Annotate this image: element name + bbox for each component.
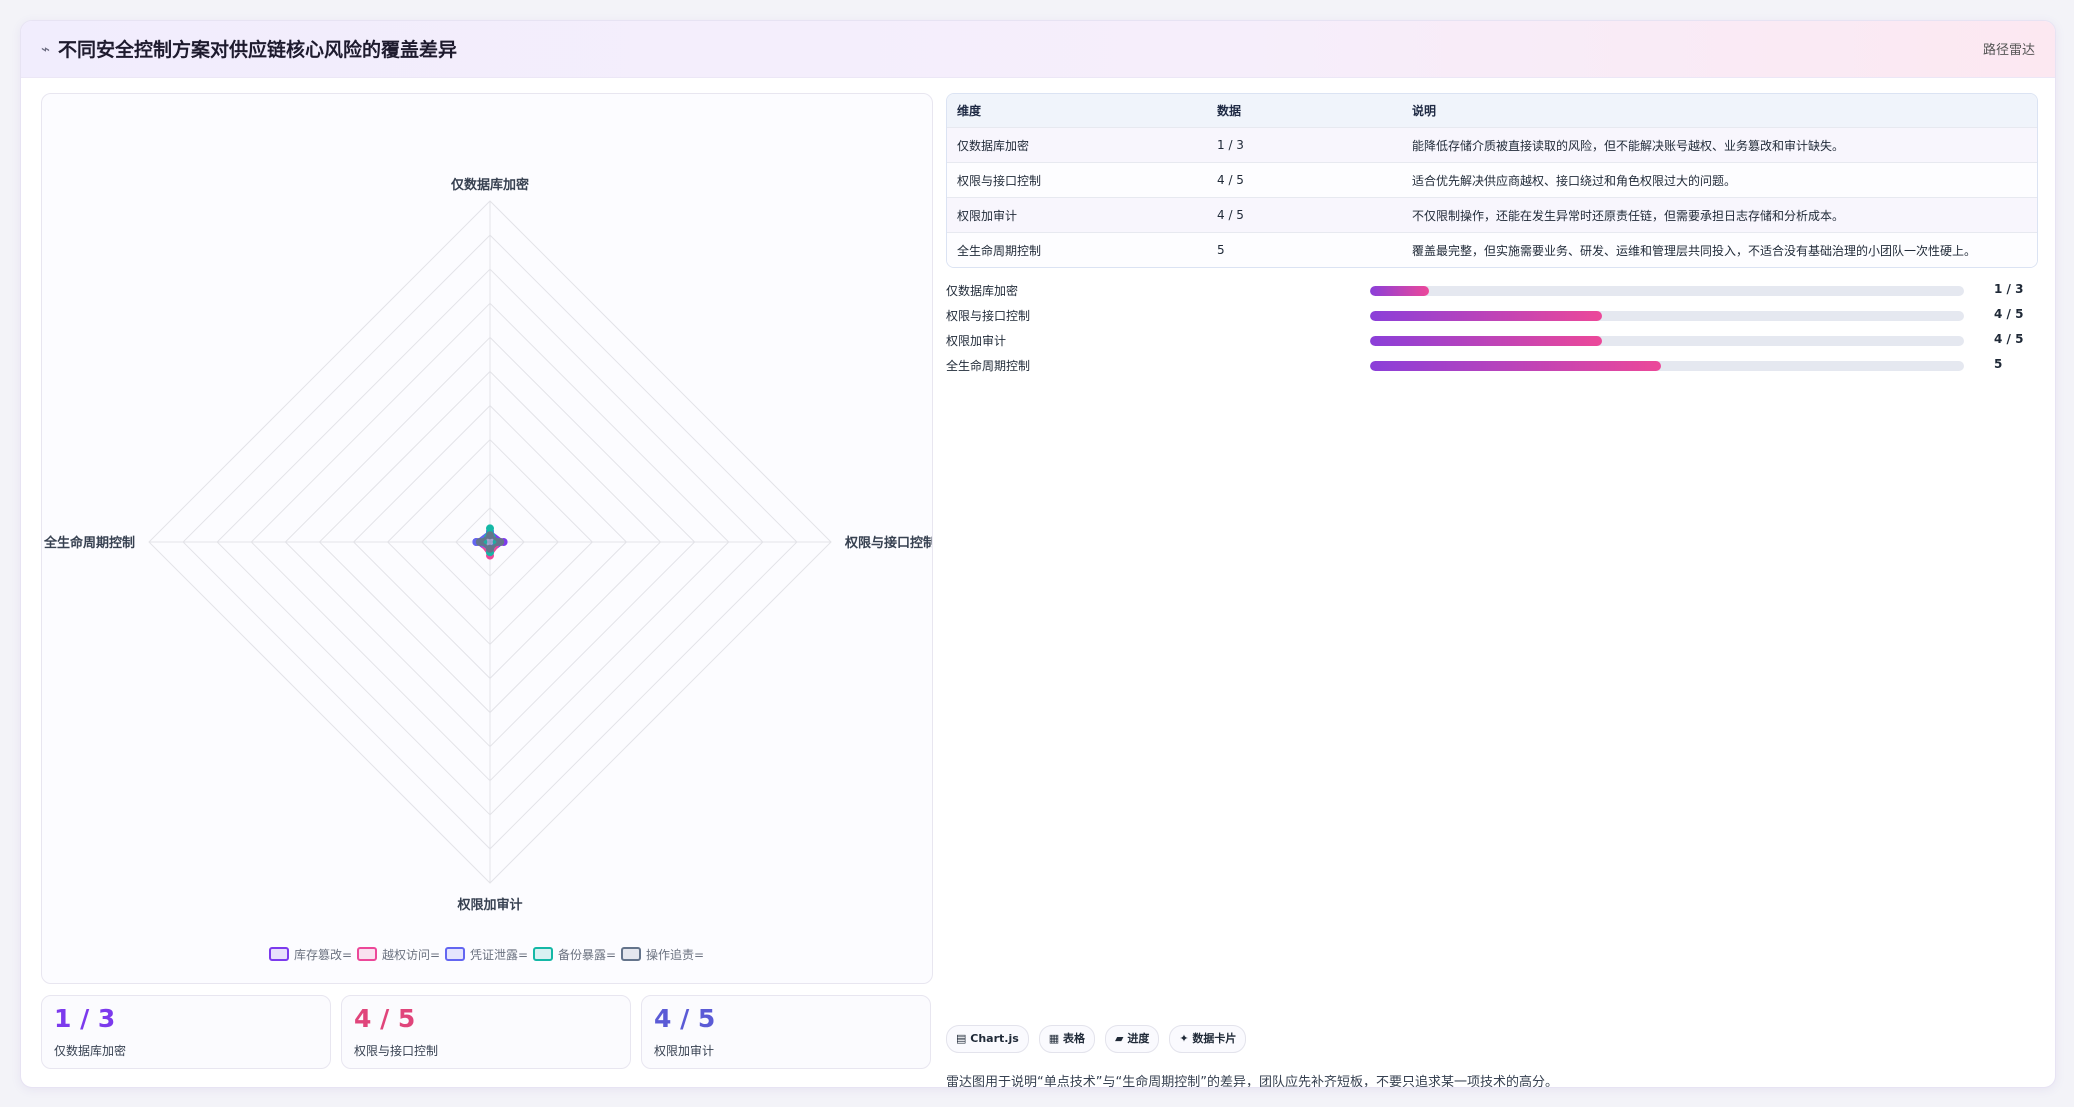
progress-label: 权限加审计 — [946, 334, 1007, 348]
progress-track — [1370, 361, 1964, 371]
kpi-value: 4 / 5 — [654, 1004, 716, 1033]
page-title-text: 不同安全控制方案对供应链核心风险的覆盖差异 — [58, 39, 458, 61]
radar-data-point — [486, 544, 494, 553]
table-cell: 5 — [1207, 232, 1402, 267]
legend-swatch — [357, 947, 377, 961]
table-cell: 权限加审计 — [947, 197, 1207, 233]
chip-progress[interactable]: ▰ 进度 — [1105, 1025, 1160, 1053]
progress-track — [1370, 336, 1964, 346]
table-cell: 仅数据库加密 — [947, 127, 1207, 163]
header-tag: 路径雷达 — [1982, 43, 2035, 58]
progress-track — [1370, 311, 1964, 321]
table-header: 数据 — [1207, 94, 1402, 128]
kpi-card: 4 / 5 权限与接口控制 — [341, 995, 631, 1069]
table-row: 全生命周期控制 5 覆盖最完整，但实施需要业务、研发、运维和管理层共同投入，不适… — [947, 232, 2037, 267]
legend-swatch — [533, 947, 553, 961]
table-cell: 适合优先解决供应商越权、接口绕过和角色权限过大的问题。 — [1402, 162, 2037, 198]
data-table: 维度 数据 说明 仅数据库加密 1 / 3 能降低存储介质被直接读取的风险，但不… — [946, 93, 2038, 268]
legend-swatch — [445, 947, 465, 961]
legend-label: 备份暴露= — [558, 948, 616, 962]
table-cell: 1 / 3 — [1207, 127, 1402, 163]
radar-data-point — [496, 538, 505, 546]
chart-icon: ▤ — [956, 1032, 967, 1045]
kpi-label: 权限加审计 — [654, 1044, 715, 1058]
progress-value: 5 — [1994, 357, 2003, 371]
report-card: ⌁ 不同安全控制方案对供应链核心风险的覆盖差异 路径雷达 仅数据库加密 权限与接口… — [20, 20, 2056, 1088]
radar-axis-label: 全生命周期控制 — [43, 535, 135, 551]
radar-axis-label: 仅数据库加密 — [450, 177, 529, 193]
progress-value: 4 / 5 — [1994, 332, 2024, 346]
progress-label: 仅数据库加密 — [946, 284, 1019, 298]
legend-label: 库存篡改= — [294, 947, 352, 962]
header-bar: ⌁ 不同安全控制方案对供应链核心风险的覆盖差异 路径雷达 — [21, 21, 2055, 78]
radar-axis-label: 权限与接口控制 — [844, 535, 932, 551]
table-row: 权限加审计 4 / 5 不仅限制操作，还能在发生异常时还原责任链，但需要承担日志… — [947, 197, 2037, 233]
table-cell: 能降低存储介质被直接读取的风险，但不能解决账号越权、业务篡改和审计缺失。 — [1402, 127, 2037, 163]
kpi-value: 4 / 5 — [354, 1004, 416, 1033]
legend-label: 凭证泄露= — [470, 947, 528, 962]
progress-label: 权限与接口控制 — [946, 309, 1031, 323]
progress-fill — [1370, 286, 1430, 296]
kpi-label: 仅数据库加密 — [54, 1044, 127, 1058]
table-cell: 不仅限制操作，还能在发生异常时还原责任链，但需要承担日志存储和分析成本。 — [1402, 197, 2037, 233]
progress-value: 4 / 5 — [1994, 307, 2024, 321]
card-icon: ✦ — [1179, 1032, 1189, 1045]
radar-data-point — [486, 531, 494, 540]
progress-value: 1 / 3 — [1994, 282, 2024, 296]
radar-chart-panel: 仅数据库加密权限与接口控制权限加审计 全生命周期控制库存篡改= 越权访问= 凭证泄露=… — [41, 93, 933, 984]
footnote: 雷达图用于说明“单点技术”与“生命周期控制”的差异，团队应先补齐短板，不要只追求… — [946, 1075, 1558, 1088]
feature-chips: ▤ Chart.js ▦ 表格 ▰ 进度 ✦ 数据卡片 — [946, 1025, 1247, 1053]
progress-icon: ▰ — [1115, 1032, 1124, 1045]
radar-axis-label: 权限加审计 — [456, 897, 522, 913]
legend-label: 越权访问= — [382, 948, 440, 962]
table-cell: 覆盖最完整，但实施需要业务、研发、运维和管理层共同投入，不适合没有基础治理的小团… — [1402, 232, 2037, 267]
kpi-value: 1 / 3 — [54, 1004, 116, 1033]
progress-row: 权限与接口控制 4 / 5 — [946, 304, 2036, 329]
chip-label: 进度 — [1127, 1032, 1150, 1045]
radar-icon: ⌁ — [41, 39, 51, 58]
table-header: 维度 — [947, 94, 1207, 128]
chip-label: Chart.js — [970, 1032, 1019, 1045]
progress-row: 全生命周期控制 5 — [946, 354, 2036, 379]
radar-data-point — [475, 538, 484, 546]
progress-row: 仅数据库加密 1 / 3 — [946, 279, 2036, 304]
progress-fill — [1370, 336, 1602, 346]
radar-data-point — [486, 524, 494, 533]
progress-fill — [1370, 311, 1602, 321]
progress-row: 权限加审计 4 / 5 — [946, 329, 2036, 354]
table-cell: 4 / 5 — [1207, 162, 1402, 198]
chip-label: 数据卡片 — [1192, 1032, 1237, 1045]
table-cell: 4 / 5 — [1207, 197, 1402, 233]
progress-fill — [1370, 361, 1662, 371]
table-row: 权限与接口控制 4 / 5 适合优先解决供应商越权、接口绕过和角色权限过大的问题… — [947, 162, 2037, 198]
kpi-card: 1 / 3 仅数据库加密 — [41, 995, 331, 1069]
table-header: 说明 — [1402, 94, 2037, 128]
kpi-card: 4 / 5 权限加审计 — [641, 995, 931, 1069]
legend-swatch — [269, 947, 289, 961]
progress-list: 仅数据库加密 1 / 3 权限与接口控制 4 / 5 权限加审计 4 / 5 全生命周期控制… — [946, 279, 2036, 379]
chip-chart[interactable]: ▤ Chart.js — [946, 1025, 1029, 1053]
table-cell: 全生命周期控制 — [947, 232, 1207, 267]
progress-track — [1370, 286, 1964, 296]
table-icon: ▦ — [1048, 1032, 1060, 1045]
table-row: 仅数据库加密 1 / 3 能降低存储介质被直接读取的风险，但不能解决账号越权、业… — [947, 127, 2037, 163]
legend-swatch — [621, 947, 641, 961]
page-title: ⌁ 不同安全控制方案对供应链核心风险的覆盖差异 — [41, 35, 457, 62]
chip-card[interactable]: ✦ 数据卡片 — [1169, 1025, 1247, 1053]
kpi-label: 权限与接口控制 — [354, 1044, 439, 1058]
table-cell: 权限与接口控制 — [947, 162, 1207, 198]
chip-label: 表格 — [1063, 1032, 1086, 1045]
chip-table[interactable]: ▦ 表格 — [1038, 1025, 1096, 1053]
progress-label: 全生命周期控制 — [946, 359, 1031, 373]
legend-label: 操作追责= — [646, 947, 704, 962]
